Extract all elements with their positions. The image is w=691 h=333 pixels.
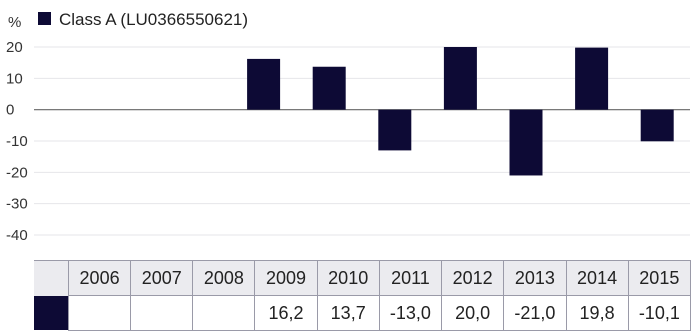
bar-2014 <box>575 47 609 110</box>
y-tick-label: -40 <box>6 227 28 244</box>
bar-2013 <box>509 109 543 176</box>
y-tick-label: -30 <box>6 196 28 213</box>
year-cell-2009: 2009 <box>254 260 318 296</box>
year-cell-2013: 2013 <box>503 260 567 296</box>
year-cell-2012: 2012 <box>441 260 505 296</box>
value-cell-2013: -21,0 <box>503 295 567 331</box>
bar-chart: % Class A (LU0366550621) 20 10 0 -10 -20 -30 -… <box>6 10 690 244</box>
y-tick-label: -10 <box>6 133 28 150</box>
value-cell-2010: 13,7 <box>316 295 380 331</box>
year-cell-2008: 2008 <box>192 260 256 296</box>
bar-2009 <box>247 58 281 110</box>
value-cell-2015: -10,1 <box>627 295 691 331</box>
value-cell-2009: 16,2 <box>254 295 318 331</box>
bar-2010 <box>312 66 346 110</box>
year-cell-2014: 2014 <box>565 260 629 296</box>
performance-table: 2006 2007 2008 2009 2010 2011 2012 2013 2014 2015… <box>34 260 691 331</box>
y-axis-unit: % <box>8 14 21 31</box>
bar-2011 <box>378 109 412 151</box>
y-tick-label: 10 <box>6 70 23 87</box>
legend-swatch <box>38 12 51 25</box>
series-swatch-cell <box>34 295 69 331</box>
series-swatch <box>34 296 68 330</box>
gridlines <box>34 46 690 236</box>
year-cell-2007: 2007 <box>130 260 194 296</box>
value-cell-2014: 19,8 <box>565 295 629 331</box>
value-row: 16,2 13,7 -13,0 20,0 -21,0 19,8 -10,1 <box>34 295 691 331</box>
y-tick-label: -20 <box>6 164 28 181</box>
legend-label: Class A (LU0366550621) <box>59 10 248 29</box>
value-cell-2007 <box>130 295 194 331</box>
y-axis-ticks: 20 10 0 -10 -20 -30 -40 <box>6 39 28 244</box>
table-corner-blank <box>34 260 69 296</box>
bars <box>247 47 674 176</box>
y-tick-label: 20 <box>6 39 23 56</box>
bar-2015 <box>640 109 674 142</box>
year-cell-2010: 2010 <box>316 260 380 296</box>
year-cell-2011: 2011 <box>378 260 443 296</box>
value-cell-2008 <box>192 295 256 331</box>
value-cell-2012: 20,0 <box>441 295 505 331</box>
y-tick-label: 0 <box>6 102 14 119</box>
value-cell-2006 <box>67 295 132 331</box>
year-cell-2015: 2015 <box>627 260 691 296</box>
year-cell-2006: 2006 <box>67 260 132 296</box>
value-cell-2011: -13,0 <box>378 295 443 331</box>
bar-2012 <box>443 47 477 110</box>
year-header-row: 2006 2007 2008 2009 2010 2011 2012 2013 2014 2015 <box>34 260 691 296</box>
